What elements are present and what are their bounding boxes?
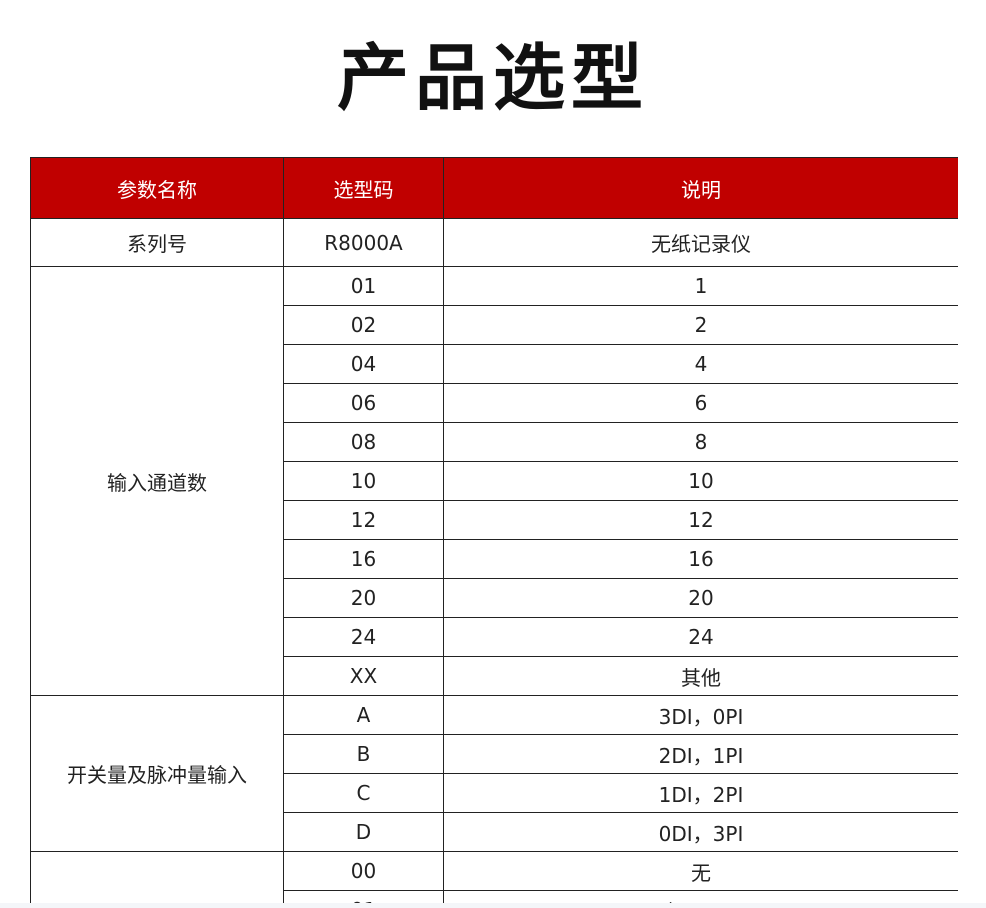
bottom-strip bbox=[0, 903, 986, 908]
desc-cell: 20 bbox=[443, 578, 958, 618]
table-row: 系列号 R8000A 无纸记录仪 bbox=[30, 218, 958, 267]
desc-cell: 其他 bbox=[443, 656, 958, 696]
table-row: 02 2 bbox=[31, 305, 958, 345]
desc-cell: 2路4-20mA bbox=[443, 890, 958, 903]
table-row: 开关量及脉冲量输入 A 3DI，0PI bbox=[30, 695, 958, 852]
code-cell: 01 bbox=[283, 890, 444, 903]
code-cell: A bbox=[283, 695, 444, 735]
table-row: 04 4 bbox=[31, 344, 958, 384]
code-cell: D bbox=[283, 812, 444, 852]
table-row: 012路4-20mA bbox=[31, 890, 958, 903]
code-cell: R8000A bbox=[283, 218, 444, 267]
desc-cell: 10 bbox=[443, 461, 958, 501]
table-row: D 0DI，3PI bbox=[31, 812, 958, 852]
table-row: 10 10 bbox=[31, 461, 958, 501]
desc-cell: 0DI，3PI bbox=[443, 812, 958, 852]
table-row: 12 12 bbox=[31, 500, 958, 540]
desc-cell: 24 bbox=[443, 617, 958, 657]
param-name: 系列号 bbox=[30, 218, 284, 267]
desc-cell: 无纸记录仪 bbox=[443, 218, 958, 267]
code-cell: 04 bbox=[283, 344, 444, 384]
code-cell: 10 bbox=[283, 461, 444, 501]
code-cell: 24 bbox=[283, 617, 444, 657]
desc-cell: 3DI，0PI bbox=[443, 695, 958, 735]
header-code: 选型码 bbox=[283, 157, 444, 219]
desc-cell: 8 bbox=[443, 422, 958, 462]
table-header: 参数名称 选型码 说明 bbox=[30, 157, 958, 219]
table-row: 24 24 bbox=[31, 617, 958, 657]
page-title: 产品选型 bbox=[336, 36, 649, 120]
table-row: XX 其他 bbox=[31, 656, 958, 696]
desc-cell: 1 bbox=[443, 266, 958, 306]
code-cell: 16 bbox=[283, 539, 444, 579]
code-cell: 12 bbox=[283, 500, 444, 540]
header-param: 参数名称 bbox=[30, 157, 284, 219]
table-row: 20 20 bbox=[31, 578, 958, 618]
code-cell: 02 bbox=[283, 305, 444, 345]
selection-table: 参数名称 选型码 说明 系列号 R8000A 无纸记录仪 输入通道数 01 1 02 2… bbox=[30, 157, 958, 903]
param-name: 开关量及脉冲量输入 bbox=[30, 695, 284, 852]
desc-cell: 4 bbox=[443, 344, 958, 384]
desc-cell: 16 bbox=[443, 539, 958, 579]
table-row: 06 6 bbox=[31, 383, 958, 423]
code-cell: 20 bbox=[283, 578, 444, 618]
code-cell: 01 bbox=[283, 266, 444, 306]
desc-cell: 12 bbox=[443, 500, 958, 540]
code-cell: C bbox=[283, 773, 444, 813]
code-cell: 06 bbox=[283, 383, 444, 423]
code-cell: 08 bbox=[283, 422, 444, 462]
table-row: 输入通道数 01 1 bbox=[30, 266, 958, 696]
table-row: 00 无 bbox=[30, 851, 958, 903]
selection-table-container: 参数名称 选型码 说明 系列号 R8000A 无纸记录仪 输入通道数 01 1 02 2… bbox=[30, 157, 958, 903]
code-cell: 00 bbox=[283, 851, 444, 891]
header-desc: 说明 bbox=[443, 157, 958, 219]
desc-cell: 1DI，2PI bbox=[443, 773, 958, 813]
desc-cell: 2 bbox=[443, 305, 958, 345]
desc-cell: 无 bbox=[443, 851, 958, 891]
param-name bbox=[30, 851, 284, 903]
param-name: 输入通道数 bbox=[30, 266, 284, 696]
code-cell: XX bbox=[283, 656, 444, 696]
desc-cell: 6 bbox=[443, 383, 958, 423]
desc-cell: 2DI，1PI bbox=[443, 734, 958, 774]
code-cell: B bbox=[283, 734, 444, 774]
